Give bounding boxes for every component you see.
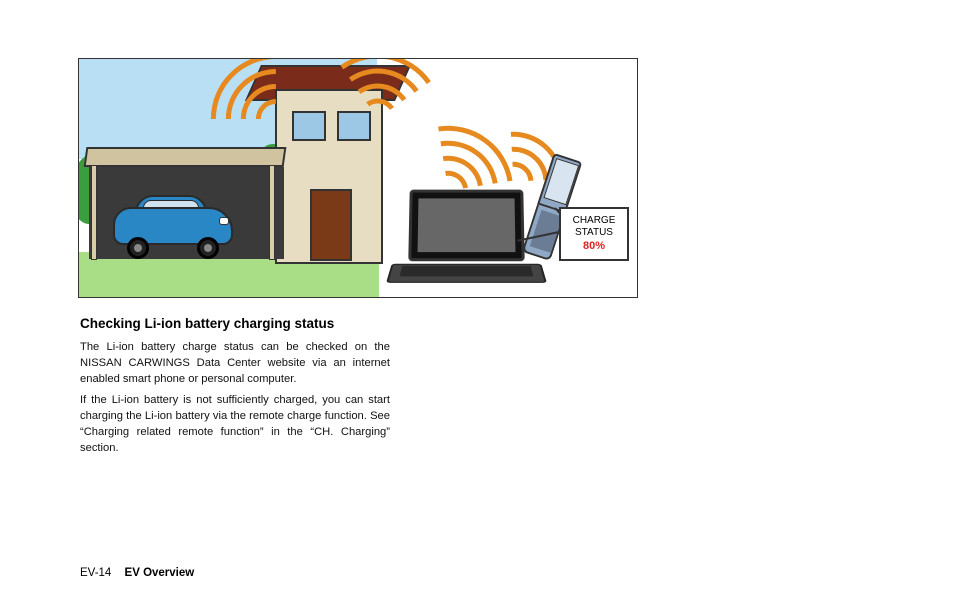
house-door xyxy=(310,189,352,261)
ev-car-icon xyxy=(113,197,233,255)
charging-status-illustration: CHARGE STATUS 80% xyxy=(78,58,638,298)
article: Checking Li-ion battery charging status … xyxy=(80,316,390,457)
page-footer: EV-14 EV Overview xyxy=(80,567,194,579)
carport-pole xyxy=(91,165,97,260)
charge-status-callout: CHARGE STATUS 80% xyxy=(559,207,629,261)
body-paragraph: If the Li-ion battery is not sufficientl… xyxy=(80,392,390,457)
page-number: EV-14 xyxy=(80,567,111,579)
callout-label: STATUS xyxy=(575,227,613,238)
body-paragraph: The Li-ion battery charge status can be … xyxy=(80,339,390,388)
callout-value: 80% xyxy=(565,240,623,253)
section-title: EV Overview xyxy=(125,567,195,579)
manual-page: CHARGE STATUS 80% Checking Li-ion batter… xyxy=(0,0,954,605)
callout-label: CHARGE xyxy=(573,215,616,226)
section-heading: Checking Li-ion battery charging status xyxy=(80,316,390,333)
